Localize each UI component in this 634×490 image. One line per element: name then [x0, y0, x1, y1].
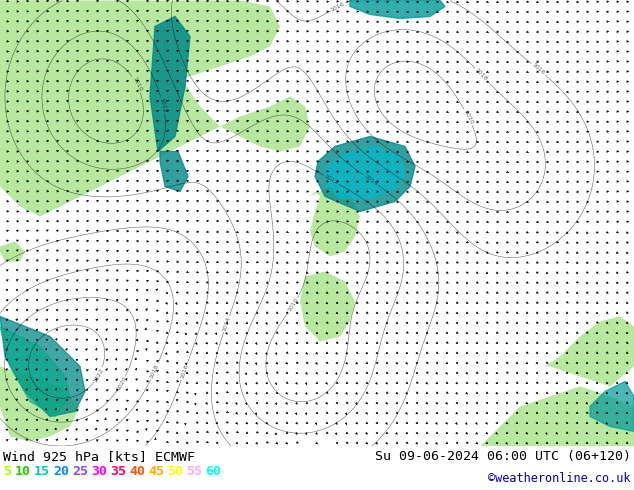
Polygon shape — [0, 367, 80, 441]
Text: 60: 60 — [205, 466, 221, 478]
Polygon shape — [0, 326, 70, 416]
Polygon shape — [350, 0, 445, 19]
Text: Su 09-06-2024 06:00 UTC (06+120): Su 09-06-2024 06:00 UTC (06+120) — [375, 450, 631, 463]
Text: ©weatheronline.co.uk: ©weatheronline.co.uk — [489, 472, 631, 485]
Text: 1014: 1014 — [222, 316, 231, 332]
Text: 1020: 1020 — [115, 375, 127, 392]
Text: 25: 25 — [72, 466, 88, 478]
Polygon shape — [300, 271, 355, 342]
Text: 1018: 1018 — [149, 364, 160, 380]
Polygon shape — [0, 242, 25, 262]
Text: Wind 925 hPa [kts] ECMWF: Wind 925 hPa [kts] ECMWF — [3, 450, 195, 463]
Text: 50: 50 — [167, 466, 183, 478]
Text: 10: 10 — [15, 466, 31, 478]
Text: 1022: 1022 — [93, 367, 105, 383]
Polygon shape — [325, 147, 405, 198]
Polygon shape — [315, 136, 415, 212]
Text: 1016: 1016 — [531, 62, 546, 76]
Text: 1014: 1014 — [363, 173, 378, 187]
Text: 1016: 1016 — [179, 364, 190, 380]
Polygon shape — [150, 17, 190, 151]
Polygon shape — [480, 387, 634, 446]
Text: 1012: 1012 — [323, 174, 339, 186]
Text: 20: 20 — [53, 466, 69, 478]
Text: 1010: 1010 — [287, 297, 299, 313]
Text: 30: 30 — [91, 466, 107, 478]
Text: 35: 35 — [110, 466, 126, 478]
Text: 1020: 1020 — [462, 109, 474, 125]
Text: 1010: 1010 — [131, 76, 143, 92]
Polygon shape — [545, 317, 634, 387]
Text: 55: 55 — [186, 466, 202, 478]
Polygon shape — [590, 381, 634, 431]
Text: 1012: 1012 — [158, 97, 167, 113]
Text: 15: 15 — [34, 466, 50, 478]
Polygon shape — [0, 0, 310, 217]
Text: 1018: 1018 — [474, 67, 488, 82]
Text: 5: 5 — [3, 466, 11, 478]
Polygon shape — [310, 186, 360, 256]
Text: 1016: 1016 — [330, 1, 346, 13]
Polygon shape — [160, 151, 188, 192]
Text: 45: 45 — [148, 466, 164, 478]
Text: 40: 40 — [129, 466, 145, 478]
Polygon shape — [0, 0, 280, 86]
Polygon shape — [0, 317, 85, 416]
